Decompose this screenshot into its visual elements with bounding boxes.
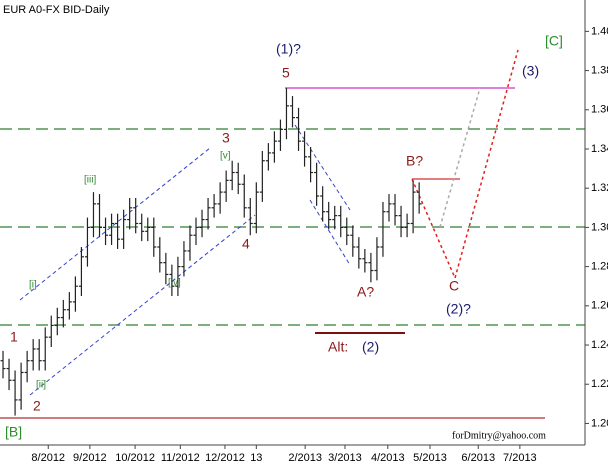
channel-line <box>309 199 351 266</box>
drawings <box>0 0 586 446</box>
watermark: forDmitry@yahoo.com <box>452 430 546 441</box>
x-tick-label: 7/2013 <box>503 452 537 464</box>
y-tick-label: 1.38 <box>591 64 608 76</box>
y-tick-label: 1.36 <box>591 104 608 116</box>
wave-label: (1)? <box>276 41 301 57</box>
wave-label: [B] <box>5 424 22 440</box>
wave-label: [v] <box>220 151 231 162</box>
y-tick-label: 1.26 <box>591 300 608 312</box>
x-tick-label: 3/2013 <box>328 452 362 464</box>
x-tick-label: 10/2012 <box>115 452 155 464</box>
y-tick-label: 1.30 <box>591 221 608 233</box>
x-tick-label: 13 <box>250 452 262 464</box>
y-tick-label: 1.40 <box>591 25 608 37</box>
wave-label: 5 <box>282 65 290 81</box>
wave-label: (3) <box>522 63 539 79</box>
x-tick-label: 12/2012 <box>205 452 245 464</box>
wave-label: 4 <box>242 236 250 252</box>
chart-title: EUR A0-FX BID-Daily <box>3 4 110 16</box>
wave-label: B? <box>406 153 423 169</box>
x-tick-label: 11/2012 <box>161 452 200 464</box>
wave-label: [iv] <box>168 278 181 289</box>
x-tick-label: 2/2013 <box>288 452 322 464</box>
x-tick-label: 6/2013 <box>461 452 495 464</box>
wave-label: 2 <box>33 398 41 414</box>
wave-label: 1 <box>10 329 18 345</box>
x-tick-label: 4/2013 <box>371 452 405 464</box>
wave-label: A? <box>357 284 374 300</box>
channel-line <box>19 147 211 301</box>
wave-label: [i] <box>29 280 37 291</box>
wave-label: 3 <box>222 130 230 146</box>
y-tick-label: 1.22 <box>591 378 608 390</box>
x-tick-label: 9/2012 <box>73 452 107 464</box>
y-tick-label: 1.28 <box>591 261 608 273</box>
x-tick-label: 5/2013 <box>413 452 447 464</box>
wave-label: Alt: <box>328 339 348 355</box>
y-tick-label: 1.24 <box>591 339 608 351</box>
projection <box>411 49 519 281</box>
projection <box>439 87 481 228</box>
x-tick-label: 8/2012 <box>31 452 65 464</box>
y-tick-label: 1.20 <box>591 417 608 429</box>
wave-label: [C] <box>545 33 563 49</box>
wave-label: C <box>449 278 459 294</box>
wave-label: [ii] <box>36 380 46 391</box>
wave-label: [iii] <box>84 175 96 186</box>
y-tick-label: 1.32 <box>591 182 608 194</box>
y-tick-label: 1.34 <box>591 143 608 155</box>
wave-label: (2) <box>362 339 379 355</box>
channel-line <box>29 214 256 396</box>
wave-label: (2)? <box>446 301 471 317</box>
